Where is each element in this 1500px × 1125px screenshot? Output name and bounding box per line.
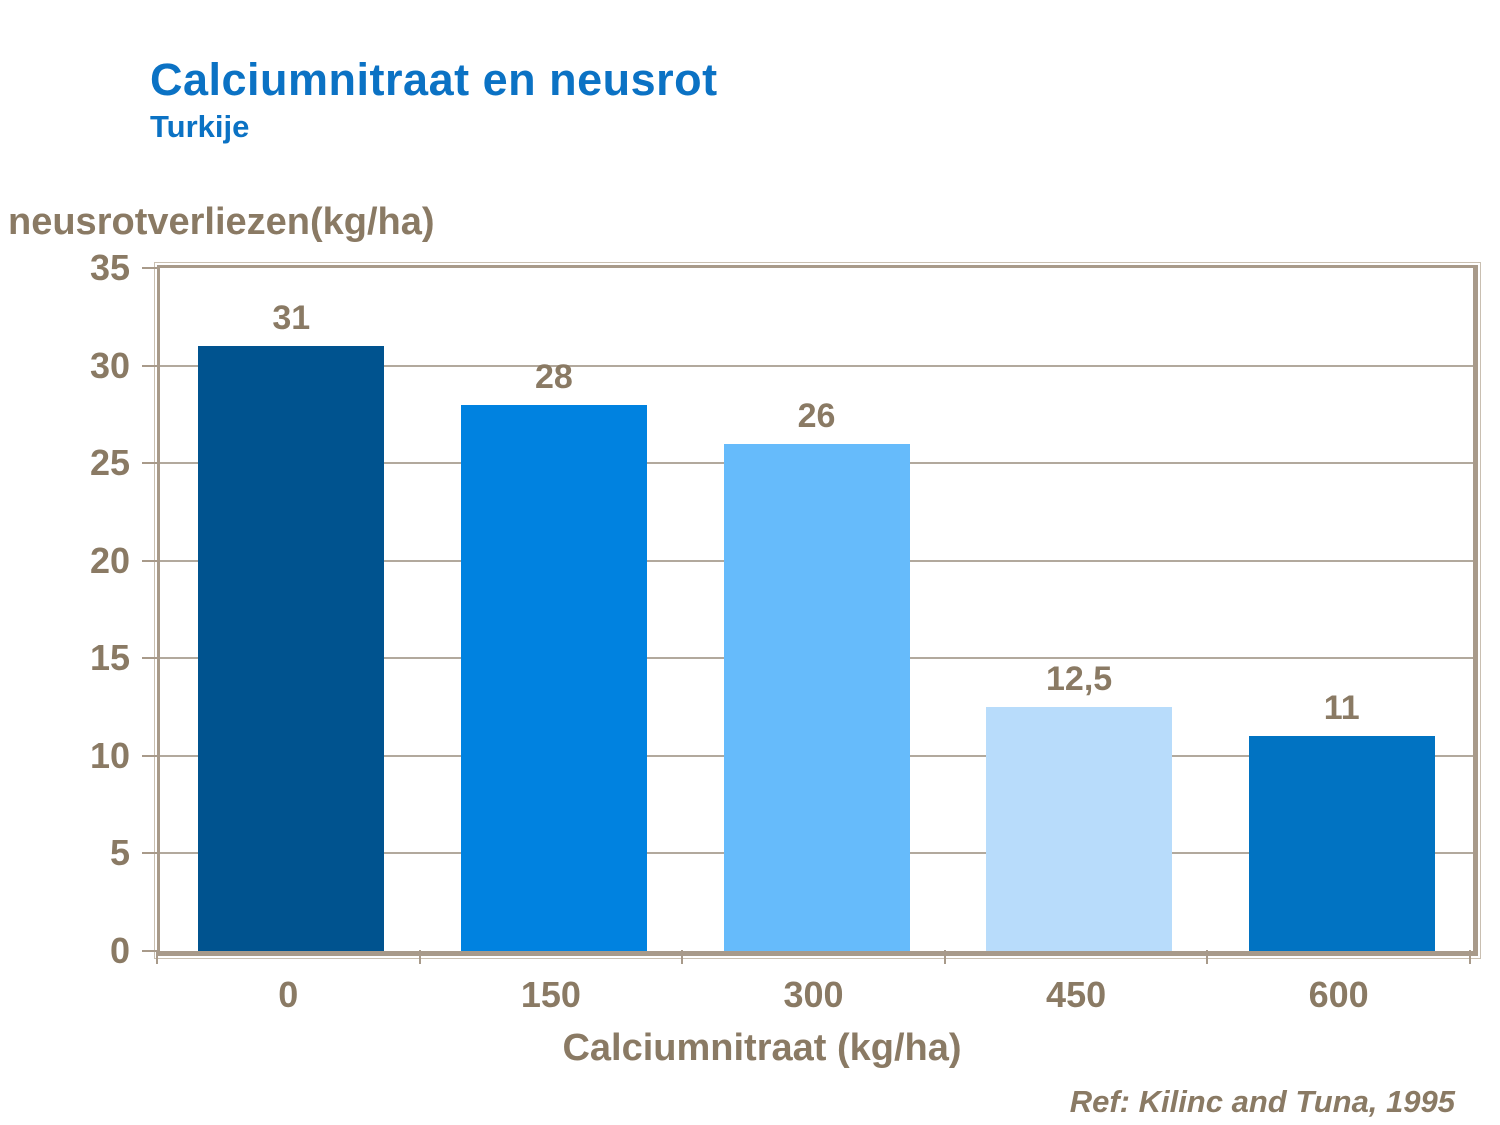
y-tick-mark — [142, 559, 157, 562]
bar-value-label: 28 — [534, 357, 573, 396]
gridline-y30 — [160, 364, 1473, 367]
x-tick-mark — [1206, 950, 1209, 964]
y-tick-label: 15 — [89, 637, 130, 679]
x-axis-title: Calciumnitraat (kg/ha) — [562, 1027, 962, 1069]
bar-value-label: 31 — [272, 299, 311, 338]
bar-600 — [1248, 736, 1435, 951]
y-tick-mark — [142, 462, 157, 465]
x-tick-label: 0 — [278, 974, 299, 1015]
bar-300 — [723, 443, 910, 951]
x-tick-label: 600 — [1308, 974, 1369, 1015]
x-tick-label: 450 — [1046, 974, 1107, 1015]
y-tick-label: 5 — [109, 832, 130, 874]
y-tick-label: 30 — [89, 344, 130, 386]
plot-area: 31 28 26 12,5 11 — [154, 262, 1481, 959]
x-tick-label: 150 — [520, 974, 581, 1015]
y-tick-mark — [142, 657, 157, 660]
y-tick-label: 10 — [89, 734, 130, 776]
x-tick-mark — [418, 950, 421, 964]
bar-value-label: 12,5 — [1046, 660, 1113, 699]
bar-value-label: 11 — [1323, 689, 1360, 728]
y-tick-label: 0 — [109, 930, 130, 971]
y-tick-label: 25 — [89, 442, 130, 484]
x-tick-mark — [943, 950, 946, 964]
y-tick-mark — [142, 950, 157, 952]
bar-150 — [460, 404, 647, 951]
bar-0 — [198, 346, 385, 951]
bar-450 — [986, 707, 1173, 951]
y-tick-mark — [142, 267, 157, 269]
bar-value-label: 26 — [797, 396, 836, 435]
y-tick-label: 35 — [89, 247, 130, 288]
reference-note: Ref: Kilinc and Tuna, 1995 — [1069, 1084, 1455, 1119]
x-tick-mark — [1469, 950, 1471, 964]
x-tick-label: 300 — [783, 974, 844, 1015]
chart-title: Calciumnitraat en neusrot — [150, 54, 718, 105]
y-tick-mark — [142, 852, 157, 855]
y-axis-title: neusrotverliezen(kg/ha) — [8, 201, 435, 243]
y-tick-mark — [142, 364, 157, 367]
y-tick-label: 20 — [89, 539, 130, 581]
chart-subtitle: Turkije — [150, 109, 250, 144]
x-tick-mark — [156, 950, 158, 964]
x-tick-mark — [681, 950, 684, 964]
y-tick-mark — [142, 754, 157, 757]
